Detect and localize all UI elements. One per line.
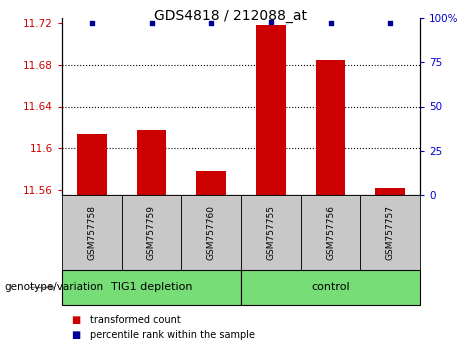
Bar	[77, 133, 107, 195]
Text: genotype/variation: genotype/variation	[5, 282, 104, 292]
Text: GDS4818 / 212088_at: GDS4818 / 212088_at	[154, 9, 307, 23]
Text: GSM757755: GSM757755	[266, 205, 275, 260]
Bar	[136, 130, 166, 195]
Text: control: control	[311, 282, 350, 292]
Bar	[122, 195, 181, 270]
Text: percentile rank within the sample: percentile rank within the sample	[89, 330, 254, 340]
Bar	[301, 195, 361, 270]
Bar	[62, 270, 241, 305]
Text: GSM757758: GSM757758	[87, 205, 96, 260]
Bar	[241, 195, 301, 270]
Bar	[181, 195, 241, 270]
Point	[327, 21, 334, 26]
Bar	[62, 195, 122, 270]
Bar	[256, 25, 286, 195]
Text: GSM757757: GSM757757	[386, 205, 395, 260]
Point	[88, 21, 95, 26]
Bar	[196, 171, 226, 195]
Text: GSM757759: GSM757759	[147, 205, 156, 260]
Bar	[375, 188, 405, 195]
Bar	[241, 270, 420, 305]
Point	[148, 21, 155, 26]
Text: TIG1 depletion: TIG1 depletion	[111, 282, 192, 292]
Text: transformed count: transformed count	[89, 315, 180, 325]
Text: GSM757756: GSM757756	[326, 205, 335, 260]
Point	[207, 21, 215, 26]
Point	[386, 21, 394, 26]
Text: ■: ■	[71, 330, 81, 340]
Text: GSM757760: GSM757760	[207, 205, 216, 260]
Point	[267, 19, 274, 24]
Bar	[361, 195, 420, 270]
Bar	[316, 59, 345, 195]
Text: ■: ■	[71, 315, 81, 325]
